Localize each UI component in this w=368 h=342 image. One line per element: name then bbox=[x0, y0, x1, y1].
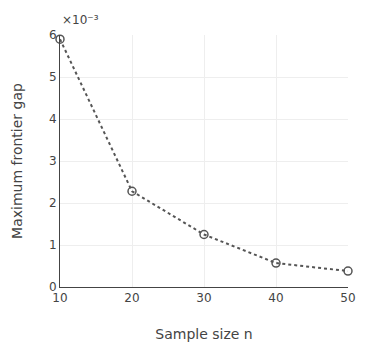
svg-text:20: 20 bbox=[124, 291, 139, 305]
svg-text:40: 40 bbox=[268, 291, 283, 305]
svg-text:3: 3 bbox=[49, 154, 57, 168]
svg-text:1: 1 bbox=[49, 238, 57, 252]
svg-text:Maximum frontier gap: Maximum frontier gap bbox=[9, 83, 25, 239]
svg-text:Sample size n: Sample size n bbox=[155, 326, 252, 342]
svg-text:×10⁻³: ×10⁻³ bbox=[62, 13, 99, 27]
svg-text:4: 4 bbox=[49, 112, 57, 126]
svg-text:50: 50 bbox=[340, 291, 355, 305]
svg-text:2: 2 bbox=[49, 196, 57, 210]
svg-text:6: 6 bbox=[49, 28, 57, 42]
svg-text:30: 30 bbox=[196, 291, 211, 305]
svg-text:10: 10 bbox=[52, 291, 67, 305]
svg-text:5: 5 bbox=[49, 70, 57, 84]
svg-text:0: 0 bbox=[49, 280, 57, 294]
